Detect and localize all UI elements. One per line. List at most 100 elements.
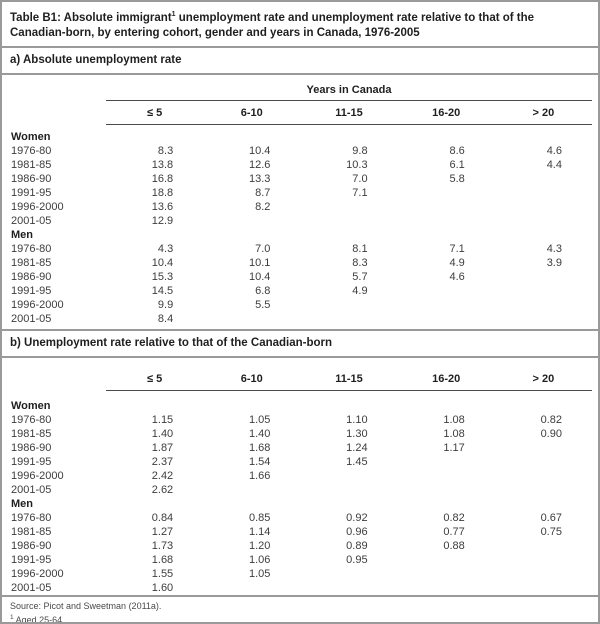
cell-value: 1.54	[248, 455, 271, 468]
cell-value	[300, 312, 397, 326]
cell-value: 1.05	[248, 413, 271, 426]
cell-value	[398, 312, 495, 326]
row-label: 1996-2000	[11, 200, 64, 213]
years-in-canada-header: Years in Canada	[306, 83, 392, 96]
cell-value	[495, 581, 592, 595]
table-row: 1976-80 1.15 1.05 1.10 1.08 0.82	[2, 413, 598, 427]
row-label: 1976-80	[11, 413, 52, 426]
cell-value: 4.9	[449, 256, 465, 269]
cell-value: 7.0	[255, 242, 271, 255]
column-header: > 20	[532, 106, 555, 119]
cell-value	[398, 469, 495, 483]
table-row: 1996-2000 13.6 8.2	[2, 200, 598, 214]
cell-value	[495, 441, 592, 455]
header-rule	[106, 389, 592, 391]
cell-value	[300, 214, 397, 228]
cell-value: 6.8	[255, 284, 271, 297]
row-label: 1976-80	[11, 144, 52, 157]
cell-value: 4.4	[546, 158, 562, 171]
cell-value: 5.8	[449, 172, 465, 185]
column-header: 16-20	[432, 106, 461, 119]
table-row: 1976-80 4.3 7.0 8.1 7.1 4.3	[2, 242, 598, 256]
cell-value: 10.4	[151, 256, 174, 269]
cell-value	[495, 312, 592, 326]
cell-value: 10.1	[248, 256, 271, 269]
cell-value: 0.88	[443, 539, 465, 552]
cell-value: 1.24	[346, 441, 368, 454]
cell-value	[495, 539, 592, 553]
table-row: 1976-80 8.3 10.4 9.8 8.6 4.6	[2, 144, 598, 158]
cell-value: 0.92	[346, 511, 368, 524]
cell-value: 1.87	[151, 441, 174, 454]
cell-value: 1.15	[151, 413, 174, 426]
cell-value: 0.95	[346, 553, 368, 566]
cell-value	[300, 497, 397, 511]
row-label: 2001-05	[11, 214, 52, 227]
cell-value	[495, 214, 592, 228]
cell-value	[495, 567, 592, 581]
cell-value: 1.40	[151, 427, 174, 440]
row-label: 1996-2000	[11, 298, 64, 311]
title-footnote-marker: 1	[171, 11, 176, 18]
cell-value: 15.3	[151, 270, 174, 283]
cell-value: 8.7	[255, 186, 271, 199]
cell-value: 0.82	[443, 511, 465, 524]
cell-value: 1.45	[346, 455, 368, 468]
cell-value	[398, 186, 495, 200]
cell-value: 9.9	[157, 298, 174, 311]
cell-value: 6.1	[449, 158, 465, 171]
table-row: 1996-2000 1.55 1.05	[2, 567, 598, 581]
cell-value	[495, 200, 592, 214]
cell-value: 1.40	[248, 427, 271, 440]
cell-value: 13.8	[151, 158, 174, 171]
cell-value: 12.9	[151, 214, 174, 227]
row-label: Women	[11, 130, 51, 143]
cell-value	[203, 214, 300, 228]
cell-value: 12.6	[248, 158, 271, 171]
cell-value	[495, 130, 592, 144]
cell-value	[495, 298, 592, 312]
row-label: 1981-85	[11, 525, 52, 538]
cell-value	[106, 497, 203, 511]
cell-value: 0.75	[540, 525, 562, 538]
cell-value: 7.1	[352, 186, 368, 199]
table-row: 2001-05 8.4	[2, 312, 598, 326]
cell-value	[106, 228, 203, 242]
cell-value: 1.68	[248, 441, 271, 454]
section-b-body: Women 1976-80 1.15 1.05 1.10 1.08 0.82 1981-85 1…	[2, 391, 598, 595]
cell-value: 2.62	[151, 483, 174, 496]
cell-value	[495, 399, 592, 413]
years-in-canada-row: Years in Canada	[2, 75, 598, 100]
table-row: 1981-85 1.40 1.40 1.30 1.08 0.90	[2, 427, 598, 441]
cell-value	[495, 469, 592, 483]
spacer	[2, 372, 106, 386]
cell-value	[300, 228, 397, 242]
group-row: Women	[2, 130, 598, 144]
table-row: 1976-80 0.84 0.85 0.92 0.82 0.67	[2, 511, 598, 525]
row-label: 1981-85	[11, 158, 52, 171]
row-label: 1986-90	[11, 172, 52, 185]
cell-value	[106, 399, 203, 413]
section-a-heading: a) Absolute unemployment rate	[10, 53, 182, 66]
row-label: 1996-2000	[11, 567, 64, 580]
cell-value: 1.20	[248, 539, 271, 552]
cell-value: 1.27	[151, 525, 174, 538]
header-rule	[106, 99, 592, 101]
row-label: 1986-90	[11, 539, 52, 552]
cell-value	[495, 270, 592, 284]
cell-value: 4.3	[546, 242, 562, 255]
cell-value: 1.08	[443, 427, 465, 440]
cell-value	[398, 455, 495, 469]
divider	[2, 72, 598, 75]
cell-value	[398, 214, 495, 228]
table-row: 1986-90 16.8 13.3 7.0 5.8	[2, 172, 598, 186]
cell-value	[495, 186, 592, 200]
divider	[2, 594, 598, 597]
cell-value	[300, 399, 397, 413]
table-row: 1986-90 1.87 1.68 1.24 1.17	[2, 441, 598, 455]
group-row: Men	[2, 497, 598, 511]
table-row: 1991-95 1.68 1.06 0.95	[2, 553, 598, 567]
cell-value	[398, 581, 495, 595]
table-title-text: Table B1: Absolute immigrant	[10, 11, 172, 24]
spacer	[2, 83, 106, 97]
